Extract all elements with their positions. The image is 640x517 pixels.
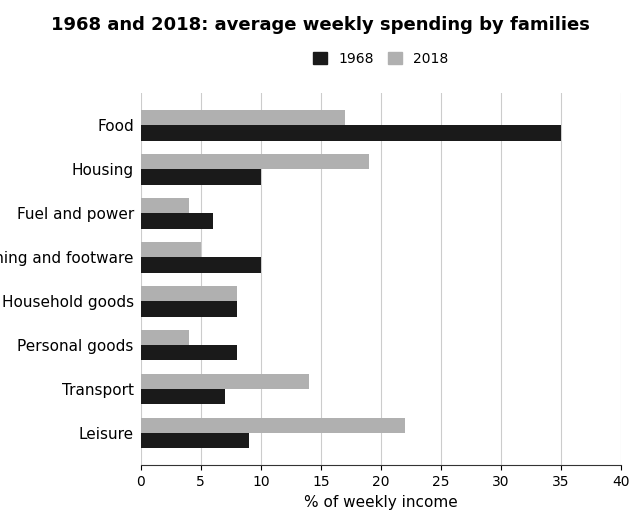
Bar: [141, 330, 189, 345]
Bar: [141, 110, 345, 125]
Bar: [141, 169, 261, 185]
X-axis label: % of weekly income: % of weekly income: [304, 495, 458, 510]
Bar: [141, 345, 237, 360]
Bar: [141, 242, 201, 257]
Bar: [141, 286, 237, 301]
Bar: [141, 198, 189, 213]
Bar: [141, 213, 212, 229]
Legend: 1968, 2018: 1968, 2018: [314, 52, 448, 66]
Bar: [141, 374, 309, 389]
Bar: [141, 389, 225, 404]
Bar: [141, 154, 369, 169]
Bar: [141, 433, 249, 448]
Bar: [141, 125, 561, 141]
Bar: [141, 301, 237, 316]
Text: 1968 and 2018: average weekly spending by families: 1968 and 2018: average weekly spending b…: [51, 16, 589, 34]
Bar: [141, 418, 405, 433]
Bar: [141, 257, 261, 272]
